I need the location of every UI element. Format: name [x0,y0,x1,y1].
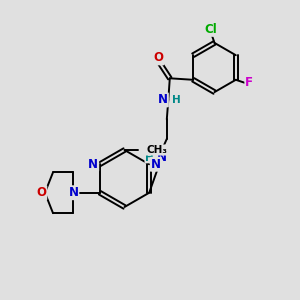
Text: CH₃: CH₃ [146,145,167,155]
Text: O: O [36,186,46,199]
Text: Cl: Cl [205,23,217,36]
Text: N: N [151,158,161,171]
Text: F: F [245,76,253,89]
Text: O: O [153,51,164,64]
Text: N: N [68,186,78,199]
Text: N: N [158,93,168,106]
Text: H: H [172,95,181,105]
Text: H: H [145,152,154,163]
Text: N: N [157,151,167,164]
Text: N: N [88,158,98,171]
